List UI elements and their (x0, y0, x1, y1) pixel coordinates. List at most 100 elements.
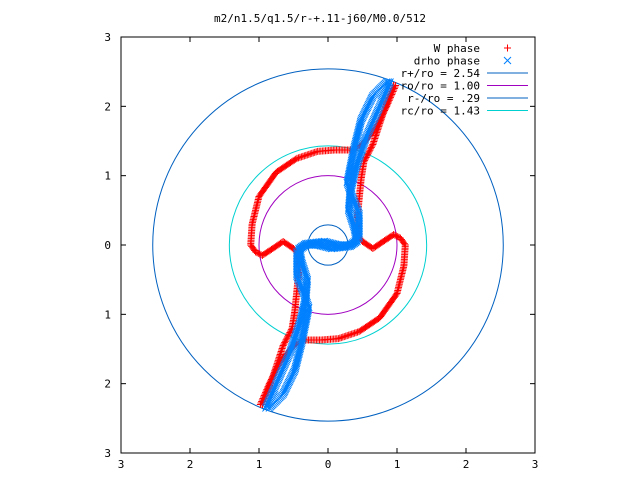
data-point (296, 345, 304, 354)
data-point (319, 242, 328, 251)
data-point (286, 348, 294, 357)
data-point (359, 141, 368, 149)
legend-label: W phase (434, 42, 480, 55)
circle-series-2 (152, 68, 504, 422)
data-point (288, 342, 296, 351)
data-point (281, 337, 289, 345)
data-point (318, 242, 327, 251)
data-point (300, 325, 309, 334)
data-point (350, 142, 359, 151)
data-point (304, 305, 313, 313)
data-point (282, 336, 290, 344)
data-point (351, 228, 359, 237)
data-point (362, 133, 370, 142)
data-point (363, 152, 371, 160)
data-point (291, 362, 300, 371)
data-point (303, 308, 312, 316)
data-point (356, 119, 365, 128)
data-point (301, 320, 310, 329)
x-tick-label: 1 (394, 458, 401, 471)
data-point (292, 330, 300, 339)
x-tick-label: 2 (187, 458, 194, 471)
circle-series-5 (228, 145, 428, 345)
data-point (295, 348, 303, 357)
data-point (348, 177, 357, 185)
data-point (262, 390, 270, 398)
data-point (284, 331, 292, 339)
data-point (349, 222, 358, 230)
y-tick-label: 3 (104, 447, 111, 460)
data-point (294, 352, 303, 360)
circle-series-3 (258, 175, 398, 315)
data-point (361, 135, 370, 143)
data-point (302, 315, 311, 324)
data-point (350, 225, 359, 234)
data-point (262, 392, 270, 400)
data-point (298, 333, 307, 342)
data-point (302, 314, 311, 323)
data-point (354, 125, 363, 134)
data-point (361, 156, 369, 164)
data-point (294, 350, 303, 359)
data-point (350, 144, 359, 152)
data-point (351, 137, 360, 146)
data-point (358, 144, 367, 152)
data-point (353, 158, 362, 167)
data-point (353, 133, 361, 142)
data-point (303, 241, 312, 249)
data-point (303, 309, 312, 318)
data-point (351, 139, 360, 148)
data-point (353, 131, 362, 140)
data-point (292, 361, 300, 370)
data-point (368, 142, 376, 150)
data-point (288, 341, 297, 349)
legend-label: drho phase (414, 55, 480, 68)
data-point (322, 243, 331, 252)
data-point (353, 160, 361, 169)
data-point (299, 331, 307, 340)
data-point (284, 333, 292, 341)
x-tick-label: 2 (463, 458, 470, 471)
data-point (351, 164, 360, 173)
data-point (351, 166, 360, 175)
data-point (295, 347, 304, 356)
data-point (304, 306, 312, 315)
data-point (349, 147, 358, 155)
data-point (303, 277, 312, 286)
data-point (346, 186, 355, 194)
data-point (349, 175, 358, 184)
y-tick-label: 3 (104, 31, 111, 44)
data-point (367, 145, 375, 153)
y-tick-label: 2 (104, 378, 111, 391)
data-point (347, 184, 355, 193)
data-point (285, 330, 293, 338)
data-point (327, 244, 336, 253)
x-tick-label: 3 (118, 458, 125, 471)
data-point (286, 347, 295, 355)
data-point (364, 149, 372, 157)
legend-label: ro/ro = 1.00 (401, 80, 480, 93)
data-point (364, 151, 372, 159)
data-point (360, 138, 369, 146)
data-point (301, 319, 310, 327)
data-point (350, 145, 358, 154)
data-point (357, 148, 365, 157)
legend-label: r-/ro = .29 (407, 92, 480, 105)
data-point (360, 139, 368, 148)
data-point (358, 145, 366, 154)
data-point (351, 231, 360, 240)
data-point (352, 161, 361, 170)
data-point (359, 142, 367, 151)
y-tick-label: 1 (104, 308, 111, 321)
data-point (280, 340, 288, 348)
data-point (354, 155, 363, 164)
data-point (283, 334, 291, 342)
x-tick-label: 3 (532, 458, 539, 471)
data-point (352, 163, 360, 172)
data-point (366, 146, 374, 154)
data-point (297, 338, 306, 346)
data-point (503, 56, 512, 65)
data-point (299, 330, 308, 338)
data-point (296, 344, 305, 353)
data-point (355, 124, 364, 132)
